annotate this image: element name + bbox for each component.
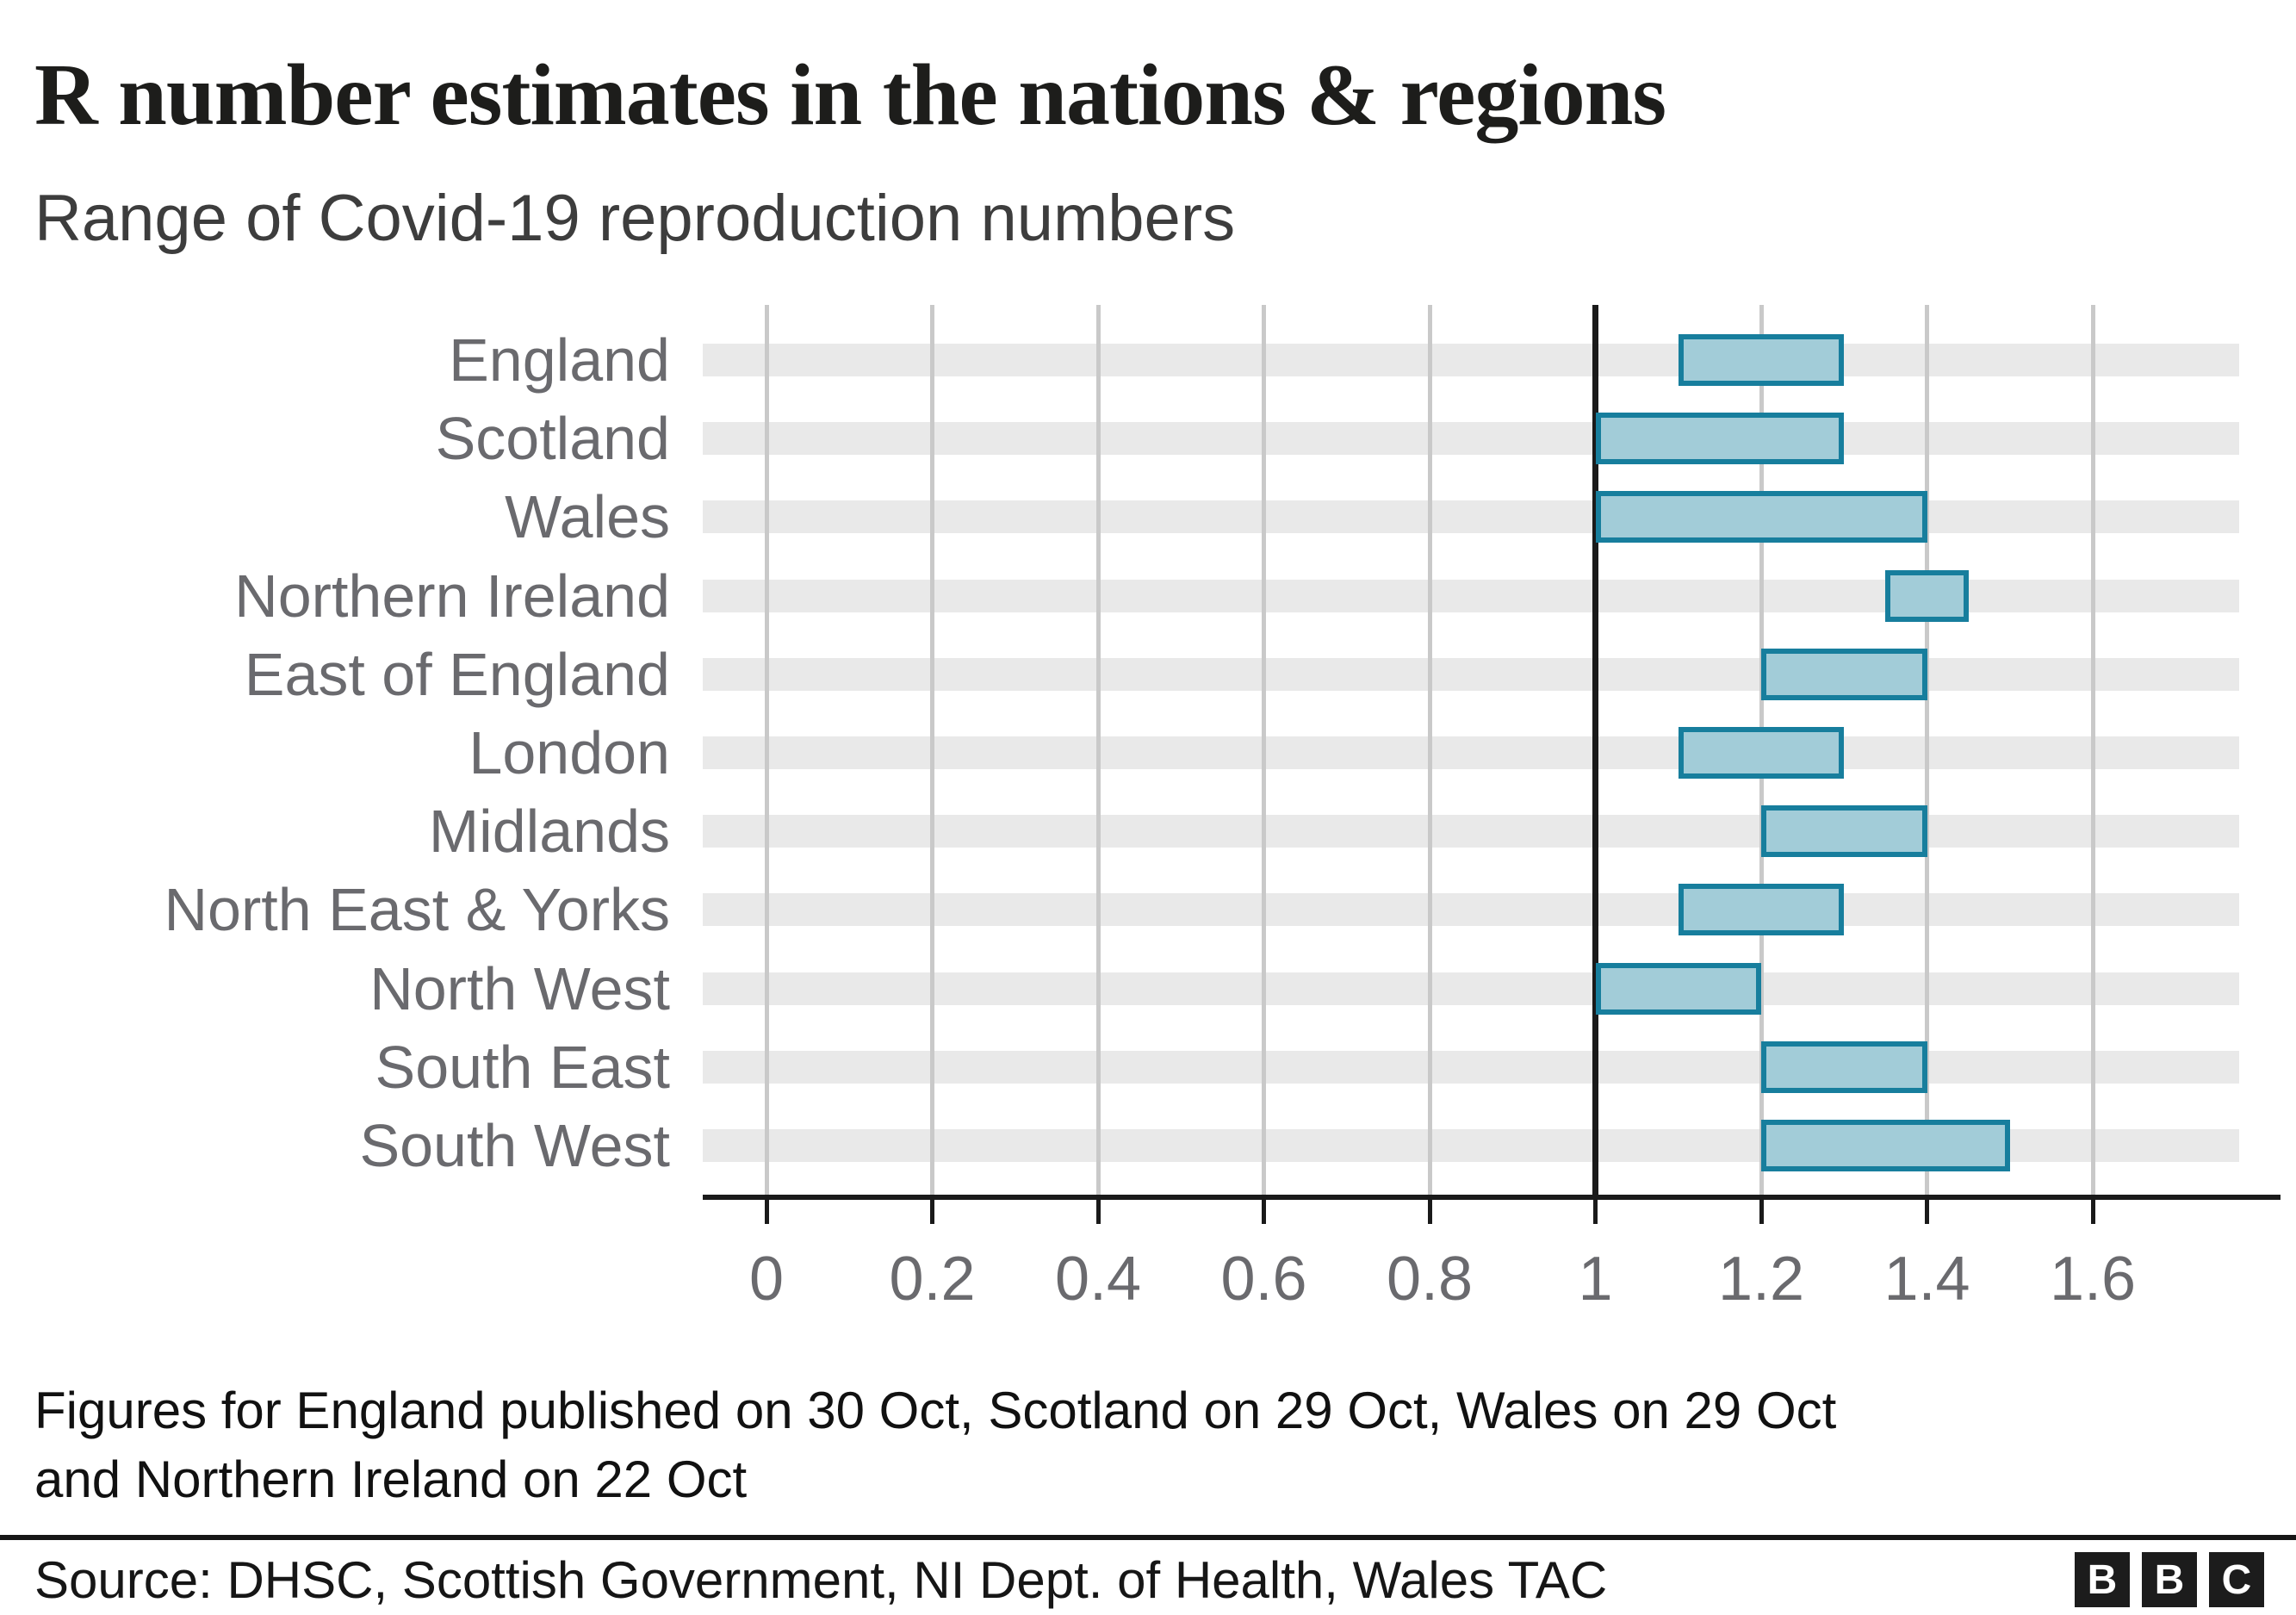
range-bar (1885, 569, 1969, 622)
row-stripe (703, 579, 2239, 612)
range-bar (1761, 1040, 1927, 1093)
range-bar (1761, 648, 1927, 700)
axis-tick (930, 1200, 934, 1224)
x-tick-label: 0.4 (1054, 1245, 1142, 1314)
reference-line-r1 (1592, 305, 1598, 1197)
range-bar (1678, 334, 1845, 386)
footer-divider (0, 1535, 2296, 1540)
bbc-logo: B B C (2075, 1552, 2264, 1607)
x-tick-label: 0.6 (1220, 1245, 1307, 1314)
row-stripe (703, 344, 2239, 376)
bbc-logo-letter: C (2221, 1556, 2252, 1603)
source-attribution: Source: DHSC, Scottish Government, NI De… (34, 1551, 1608, 1609)
bbc-logo-square: B (2075, 1552, 2130, 1607)
gridline (930, 305, 934, 1197)
category-label: London (469, 719, 670, 786)
category-label: East of England (244, 640, 670, 708)
x-axis-line (703, 1195, 2280, 1200)
bbc-logo-letter: B (2154, 1556, 2185, 1603)
range-bar (1595, 962, 1761, 1015)
category-label: North East & Yorks (164, 876, 670, 944)
range-bar (1595, 491, 1927, 544)
axis-tick (1925, 1200, 1929, 1224)
axis-tick (2090, 1200, 2095, 1224)
footnote: Figures for England published on 30 Oct,… (34, 1382, 1837, 1508)
gridline (1262, 305, 1266, 1197)
x-tick-label: 1.6 (2049, 1245, 2137, 1314)
gridline (1095, 305, 1101, 1197)
category-label: Wales (505, 483, 670, 551)
bbc-logo-square: B (2142, 1552, 2197, 1607)
row-stripe (703, 500, 2239, 534)
range-bar (1761, 1120, 2010, 1171)
axis-tick (1095, 1200, 1101, 1224)
row-stripe (703, 422, 2239, 456)
row-stripe (703, 736, 2239, 769)
category-label: South West (359, 1112, 670, 1179)
axis-tick (1759, 1200, 1764, 1224)
range-bar (1761, 805, 1927, 858)
x-tick-label: 1 (1578, 1245, 1613, 1314)
range-bar (1595, 413, 1845, 465)
category-label: Northern Ireland (234, 562, 670, 630)
gridline (2090, 305, 2095, 1197)
gridline (1427, 305, 1432, 1197)
axis-tick (1262, 1200, 1266, 1224)
category-label: North West (369, 954, 670, 1022)
row-stripe (703, 815, 2239, 848)
category-label: England (449, 326, 670, 394)
gridline (1925, 305, 1929, 1197)
x-tick-label: 1.2 (1717, 1245, 1805, 1314)
axis-tick (764, 1200, 769, 1224)
gridline (764, 305, 769, 1197)
page-title: R number estimates in the nations & regi… (34, 47, 1666, 144)
chart-subtitle: Range of Covid-19 reproduction numbers (34, 182, 1236, 255)
row-stripe (703, 657, 2239, 691)
x-tick-label: 0 (748, 1245, 785, 1314)
bbc-logo-letter: B (2087, 1556, 2118, 1603)
category-label: Midlands (428, 798, 670, 866)
x-tick-label: 0.2 (889, 1245, 976, 1314)
category-label: Scotland (435, 405, 670, 473)
axis-tick (1427, 1200, 1432, 1224)
range-bar (1678, 884, 1845, 936)
bbc-logo-square: C (2209, 1552, 2264, 1607)
category-label: South East (375, 1033, 670, 1101)
x-tick-label: 1.4 (1883, 1245, 1970, 1314)
x-tick-label: 0.8 (1386, 1245, 1474, 1314)
row-stripe (703, 972, 2239, 1005)
row-stripe (703, 1050, 2239, 1084)
axis-tick (1593, 1200, 1598, 1224)
range-bar (1678, 727, 1845, 779)
row-stripe (703, 893, 2239, 927)
